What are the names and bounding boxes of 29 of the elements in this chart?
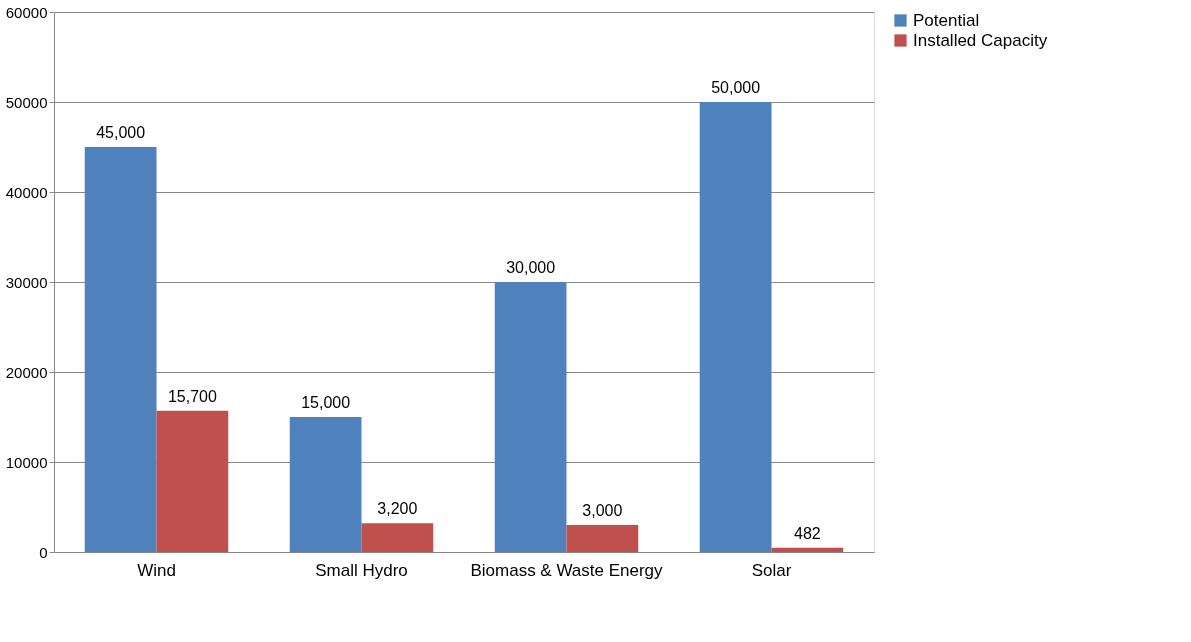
y-tick-label: 50000 — [5, 93, 48, 111]
y-tick-label: 30000 — [5, 273, 48, 291]
y-tick-label: 60000 — [5, 3, 48, 21]
data-label: 3,000 — [582, 502, 623, 519]
bar — [494, 282, 567, 552]
bar — [156, 410, 229, 552]
x-tick-label: Solar — [751, 560, 792, 580]
data-label: 30,000 — [506, 259, 556, 276]
bar — [699, 102, 772, 552]
data-label: 50,000 — [711, 79, 761, 96]
bar — [566, 525, 639, 552]
data-label: 482 — [794, 524, 821, 542]
y-tick-label: 20000 — [5, 363, 48, 381]
data-label: 15,000 — [301, 394, 351, 411]
bar — [771, 547, 844, 552]
legend-label: Potential — [913, 10, 980, 30]
data-label: 3,200 — [377, 500, 418, 518]
bar — [289, 417, 362, 552]
x-tick-label: Small Hydro — [315, 560, 408, 580]
y-tick-label: 0 — [39, 543, 48, 561]
y-tick-label: 40000 — [5, 183, 48, 201]
bar — [84, 147, 157, 552]
data-label: 15,700 — [167, 387, 217, 405]
x-tick-label: Biomass & Waste Energy — [470, 560, 664, 580]
legend-label: Installed Capacity — [913, 30, 1048, 50]
data-label: 45,000 — [96, 124, 146, 141]
bar — [361, 523, 434, 552]
x-tick-label: Wind — [137, 560, 176, 580]
y-tick-label: 10000 — [5, 453, 48, 471]
